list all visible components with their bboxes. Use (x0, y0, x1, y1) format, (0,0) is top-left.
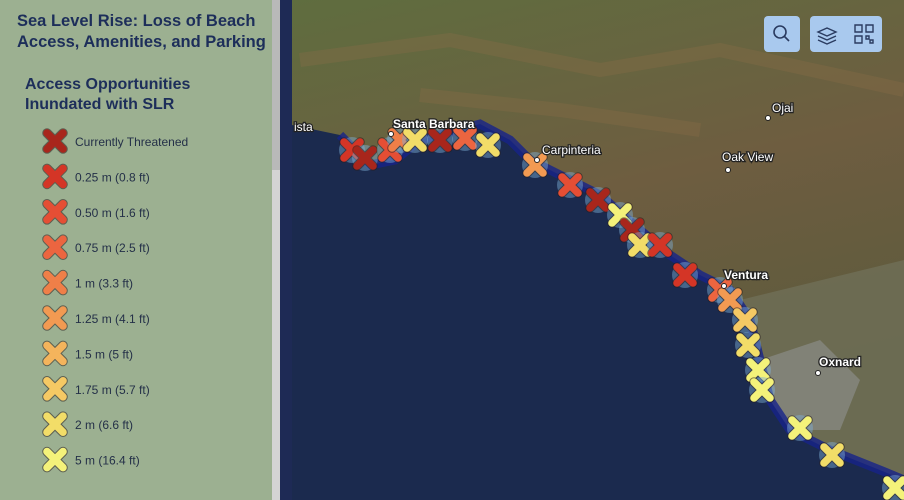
place-label: Santa Barbara (393, 117, 475, 131)
divider (280, 0, 292, 500)
place-label: ista (294, 120, 313, 134)
legend-label: 1 m (3.3 ft) (75, 277, 133, 291)
place-label: Oxnard (819, 355, 861, 369)
marker (453, 126, 477, 150)
scrollbar[interactable] (272, 0, 280, 500)
place-dot (815, 370, 821, 376)
legend-label: 2 m (6.6 ft) (75, 418, 133, 432)
marker (883, 476, 904, 500)
marker (673, 263, 697, 287)
place-dot (534, 157, 540, 163)
legend-symbol (43, 129, 67, 153)
marker (428, 128, 452, 152)
place-label: Ojai (772, 101, 793, 115)
marker (736, 333, 760, 357)
ridges (299, 32, 904, 137)
marker (558, 173, 582, 197)
search-button[interactable] (764, 16, 800, 52)
legend-symbol (43, 447, 67, 472)
place-label: Ventura (724, 268, 768, 282)
legend-symbol (43, 164, 67, 189)
map: ista Santa Barbara Carpinteria Ojai Oak View… (292, 0, 904, 500)
urban-area (760, 340, 860, 430)
search-icon (773, 25, 787, 39)
legend-panel: Sea Level Rise: Loss of Beach Access, Am… (0, 0, 272, 500)
place-dot (725, 167, 731, 173)
search-icon (783, 35, 790, 42)
marker (476, 133, 500, 157)
legend-label: 1.75 m (5.7 ft) (75, 383, 150, 397)
marker (586, 188, 610, 212)
legend-label: 0.75 m (2.5 ft) (75, 241, 150, 255)
marker (628, 233, 652, 257)
marker (733, 308, 757, 332)
marker (620, 218, 644, 242)
legend-symbol (43, 377, 67, 401)
legend-symbol (43, 341, 67, 366)
place-label: Carpinteria (542, 143, 601, 157)
marker (750, 378, 774, 402)
legend-symbol (43, 235, 67, 259)
marker (523, 153, 547, 177)
land (292, 0, 904, 480)
legend-symbol (43, 412, 67, 436)
marker (353, 146, 377, 170)
legend-symbol (43, 270, 67, 295)
legend-label: 5 m (16.4 ft) (75, 454, 140, 468)
legend-symbol (43, 200, 67, 224)
marker (820, 443, 844, 467)
legend: Currently Threatened 0.25 m (0.8 ft) 0.50 … (42, 128, 188, 473)
place-dot (721, 283, 727, 289)
panel-title: Sea Level Rise: Loss of Beach Access, Am… (17, 12, 266, 51)
legend-label: 0.25 m (0.8 ft) (75, 170, 150, 184)
basemap-icon[interactable] (854, 24, 874, 44)
marker (788, 416, 812, 440)
place-dot (388, 131, 394, 137)
layers-icon[interactable] (816, 27, 838, 45)
place-dot (765, 115, 771, 121)
legend-title: Access Opportunities Inundated with SLR (25, 76, 191, 113)
legend-label: 1.25 m (4.1 ft) (75, 312, 150, 326)
legend-label: 1.5 m (5 ft) (75, 347, 133, 361)
legend-label: 0.50 m (1.6 ft) (75, 206, 150, 220)
marker (746, 358, 770, 382)
marker (718, 288, 742, 312)
marker (403, 128, 427, 152)
legend-label: Currently Threatened (75, 135, 188, 149)
marker (648, 233, 672, 257)
legend-symbol (43, 306, 67, 330)
scrollbar-thumb[interactable] (272, 0, 280, 170)
place-label: Oak View (722, 150, 773, 164)
